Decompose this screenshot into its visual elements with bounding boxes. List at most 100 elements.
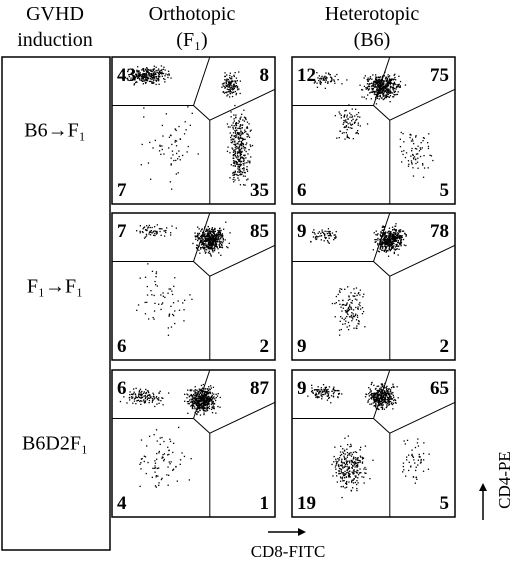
event-dot [232, 172, 234, 174]
event-dot [361, 456, 364, 459]
event-dot [346, 464, 348, 466]
event-dot [238, 148, 240, 150]
event-dot [360, 472, 362, 474]
event-dot [139, 400, 141, 403]
event-dot [356, 480, 358, 482]
event-dot [202, 399, 205, 402]
event-dot [356, 458, 358, 460]
event-dot [351, 123, 354, 125]
event-dot [231, 138, 233, 140]
event-dot [193, 402, 196, 405]
event-dot [234, 141, 236, 143]
event-dot [149, 76, 152, 78]
event-dot [422, 452, 425, 455]
event-dot [376, 389, 378, 392]
event-dot [422, 140, 424, 142]
event-dot [148, 394, 151, 396]
event-dot [383, 226, 385, 228]
event-dot [394, 232, 396, 234]
event-dot [371, 82, 373, 84]
event-dot [219, 227, 221, 229]
event-dot [204, 401, 206, 403]
event-dot [388, 234, 390, 236]
event-dot [169, 181, 171, 183]
event-dot [354, 462, 356, 464]
quadrant-percent: 2 [260, 336, 270, 357]
event-dot [200, 230, 202, 232]
event-dot [357, 457, 359, 459]
event-dot [377, 393, 379, 395]
event-dot [382, 95, 384, 97]
event-dot [384, 387, 386, 389]
event-dot [376, 401, 378, 403]
event-dot [354, 466, 356, 468]
event-dot [334, 446, 336, 448]
event-dot [210, 245, 212, 247]
gate-line [373, 418, 391, 434]
event-dot [237, 166, 239, 168]
event-dot [239, 149, 241, 151]
event-dot [367, 79, 369, 81]
event-dot [169, 288, 172, 290]
event-dot [143, 227, 145, 229]
event-dot [141, 77, 143, 79]
event-dot [389, 231, 391, 233]
event-dot [221, 244, 223, 247]
event-dot [234, 144, 236, 146]
event-dot [407, 165, 410, 167]
event-dot [225, 82, 227, 84]
column-subtitle: (B6) [354, 29, 391, 51]
event-dot [196, 402, 198, 404]
event-dot [188, 479, 190, 481]
event-dot [395, 240, 397, 242]
event-dot [209, 243, 211, 245]
event-dot [208, 230, 210, 232]
event-dot [335, 460, 337, 462]
event-dot [379, 91, 381, 93]
event-dot [394, 398, 396, 401]
event-dot [246, 162, 248, 164]
event-dot [170, 134, 172, 137]
event-dot [397, 85, 400, 87]
event-dot [352, 295, 354, 297]
event-dot [371, 91, 373, 93]
event-dot [318, 389, 320, 391]
event-dot [412, 167, 414, 169]
event-dot [353, 121, 356, 123]
event-dot [400, 240, 402, 242]
event-dot [355, 461, 357, 463]
event-dot [157, 78, 159, 80]
event-dot [323, 76, 325, 78]
event-dot [221, 236, 223, 238]
event-dot [343, 122, 345, 124]
event-dot [314, 233, 316, 235]
event-dot [204, 404, 206, 406]
event-dot [149, 141, 151, 144]
event-dot [320, 81, 322, 84]
event-dot [324, 390, 326, 392]
event-dot [141, 231, 144, 233]
event-dot [141, 394, 143, 396]
event-dot [201, 247, 203, 249]
event-dot [383, 94, 385, 96]
event-dot [202, 404, 204, 406]
event-dot [155, 231, 157, 233]
event-dot [178, 125, 180, 128]
event-dot [204, 250, 206, 252]
event-dot [341, 462, 344, 464]
event-dot [141, 458, 143, 460]
event-dot [227, 91, 229, 93]
event-dot [386, 86, 388, 88]
event-dot [163, 440, 165, 443]
event-dot [316, 395, 318, 397]
event-dot [376, 392, 378, 394]
event-dot [372, 85, 374, 87]
event-dot [349, 122, 351, 124]
event-dot [355, 475, 357, 477]
event-dot [374, 394, 376, 397]
event-dot [334, 115, 336, 117]
event-dot [399, 238, 401, 240]
event-dot [349, 473, 351, 475]
event-dot [227, 84, 230, 86]
event-dot [248, 123, 250, 125]
